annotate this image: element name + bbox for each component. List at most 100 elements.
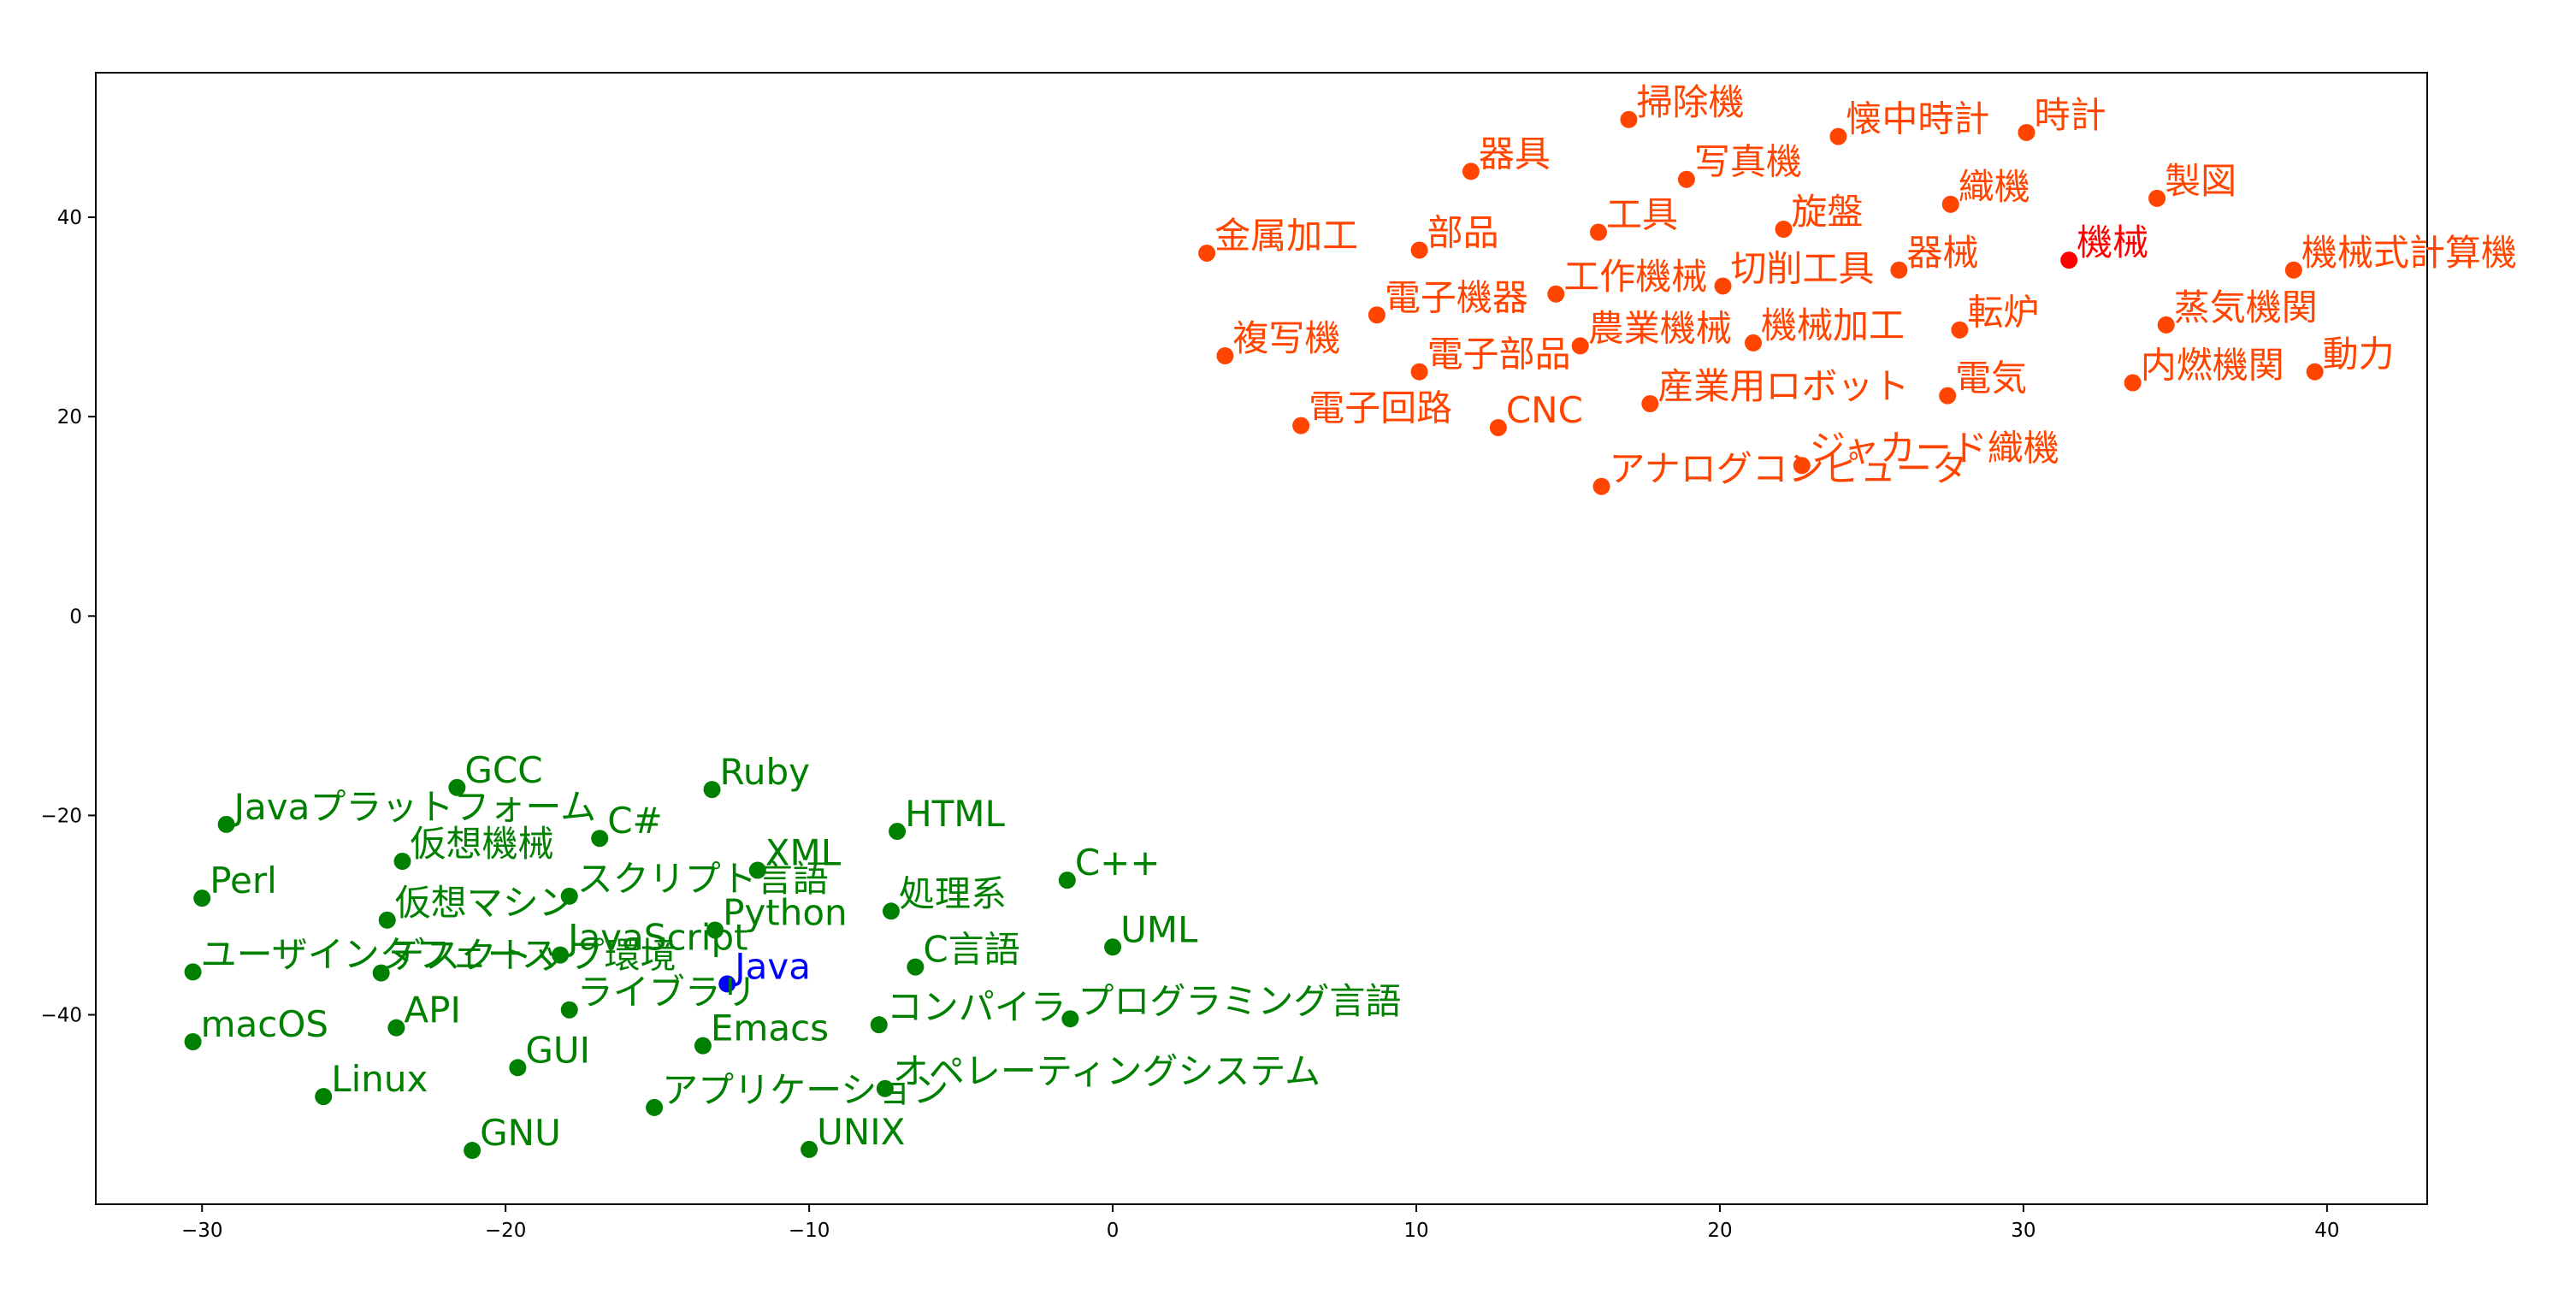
data-point: [1793, 457, 1811, 475]
data-label: 電子回路: [1309, 387, 1452, 429]
data-label: 複写機: [1232, 317, 1340, 359]
data-point: [1571, 337, 1589, 355]
data-point: [1198, 244, 1216, 262]
data-point: [706, 921, 724, 939]
data-point: [1951, 321, 1969, 339]
data-point: [889, 823, 907, 841]
data-point: [552, 946, 570, 964]
data-point: [1058, 872, 1076, 889]
x-tick-label: 0: [1107, 1220, 1120, 1242]
data-point: [509, 1059, 527, 1077]
data-point: [560, 887, 578, 905]
data-point: [464, 1142, 482, 1160]
data-label: ジャカード織機: [1810, 427, 2059, 469]
data-point: [184, 963, 202, 981]
data-label: UNIX: [817, 1111, 905, 1153]
data-point: [1216, 347, 1234, 365]
data-point: [1592, 477, 1610, 495]
data-label: 製図: [2165, 160, 2236, 202]
data-label: 機械加工: [1761, 304, 1905, 346]
data-label: コンパイラ: [887, 986, 1066, 1028]
data-label: Javaプラットフォーム: [232, 786, 596, 828]
data-point: [1368, 306, 1385, 324]
data-point: [718, 975, 736, 993]
data-label: 動力: [2323, 334, 2395, 375]
data-label: C言語: [923, 929, 1019, 971]
data-label: ユーザインタフェース: [201, 933, 558, 975]
data-point: [1941, 195, 1959, 213]
data-point: [1745, 334, 1763, 352]
data-label: JavaScript: [565, 917, 748, 959]
data-point: [560, 1001, 578, 1019]
data-label: API: [404, 990, 460, 1031]
data-label: プログラミング言語: [1078, 980, 1401, 1022]
data-label: C++: [1075, 842, 1161, 884]
data-label: GCC: [464, 749, 542, 791]
data-label: 蒸気機関: [2174, 287, 2318, 328]
x-tick-label: −10: [789, 1220, 830, 1242]
data-label: 部品: [1427, 211, 1499, 253]
data-label: GUI: [525, 1029, 590, 1071]
data-label: 写真機: [1694, 141, 1802, 183]
data-label: ライブラリ: [577, 972, 757, 1014]
y-tick-label: −40: [40, 1005, 82, 1027]
data-point: [2148, 189, 2166, 207]
data-label: スクリプト言語: [577, 858, 829, 900]
data-point: [1775, 221, 1793, 239]
y-tick-label: 0: [69, 606, 82, 628]
data-point: [2124, 374, 2142, 392]
x-tick-label: 10: [1403, 1220, 1428, 1242]
data-point: [1547, 285, 1565, 303]
data-label: 金属加工: [1214, 215, 1358, 257]
data-point: [2060, 251, 2078, 269]
y-tick-label: 20: [57, 406, 82, 428]
data-label: 時計: [2034, 94, 2106, 136]
data-label: 農業機械: [1588, 307, 1732, 349]
data-point: [1104, 938, 1122, 956]
data-point: [2157, 316, 2175, 334]
data-label: 転炉: [1967, 292, 2039, 334]
x-tick-label: 30: [2011, 1220, 2035, 1242]
data-point: [2018, 123, 2035, 141]
data-label: Java: [732, 945, 811, 987]
data-point: [1677, 170, 1695, 188]
data-point: [1589, 223, 1607, 241]
data-label: 工作機械: [1563, 256, 1707, 298]
data-label: 電気: [1955, 358, 2027, 399]
data-label: 器具: [1479, 133, 1551, 174]
data-label: XML: [765, 832, 842, 874]
data-point: [1641, 394, 1659, 412]
data-point: [315, 1088, 333, 1106]
data-label: 電子部品: [1427, 334, 1571, 375]
data-point: [882, 902, 900, 920]
data-point: [387, 1019, 405, 1037]
data-label: 仮想マシン: [395, 882, 575, 924]
data-point: [591, 830, 609, 848]
x-axis: −30 −20 −10 0 10 20 30 40: [181, 1204, 2340, 1242]
data-label: 産業用ロボット: [1657, 365, 1909, 407]
data-point: [907, 958, 925, 976]
data-point: [2306, 363, 2324, 381]
data-label: デスクトップ環境: [389, 935, 676, 977]
data-point: [193, 889, 211, 907]
data-label: Ruby: [720, 751, 810, 793]
data-label: 電子機器: [1385, 276, 1528, 318]
data-label: オペレーティングシステム: [893, 1050, 1320, 1092]
data-label: 器械: [1906, 232, 1978, 274]
plot-area: [95, 72, 2428, 1205]
data-point: [694, 1037, 712, 1055]
data-label: 機械: [2077, 222, 2148, 263]
data-label: 機械式計算機: [2301, 232, 2517, 274]
data-point: [184, 1033, 202, 1051]
data-label: アナログコンピュータ: [1610, 448, 1968, 490]
data-point: [876, 1079, 894, 1097]
x-tick-label: −20: [485, 1220, 527, 1242]
data-point: [217, 815, 235, 833]
data-label: 工具: [1606, 194, 1678, 236]
data-label: macOS: [201, 1003, 328, 1045]
data-label: Perl: [210, 860, 277, 901]
data-label: 処理系: [899, 872, 1007, 914]
data-point: [1462, 163, 1480, 180]
